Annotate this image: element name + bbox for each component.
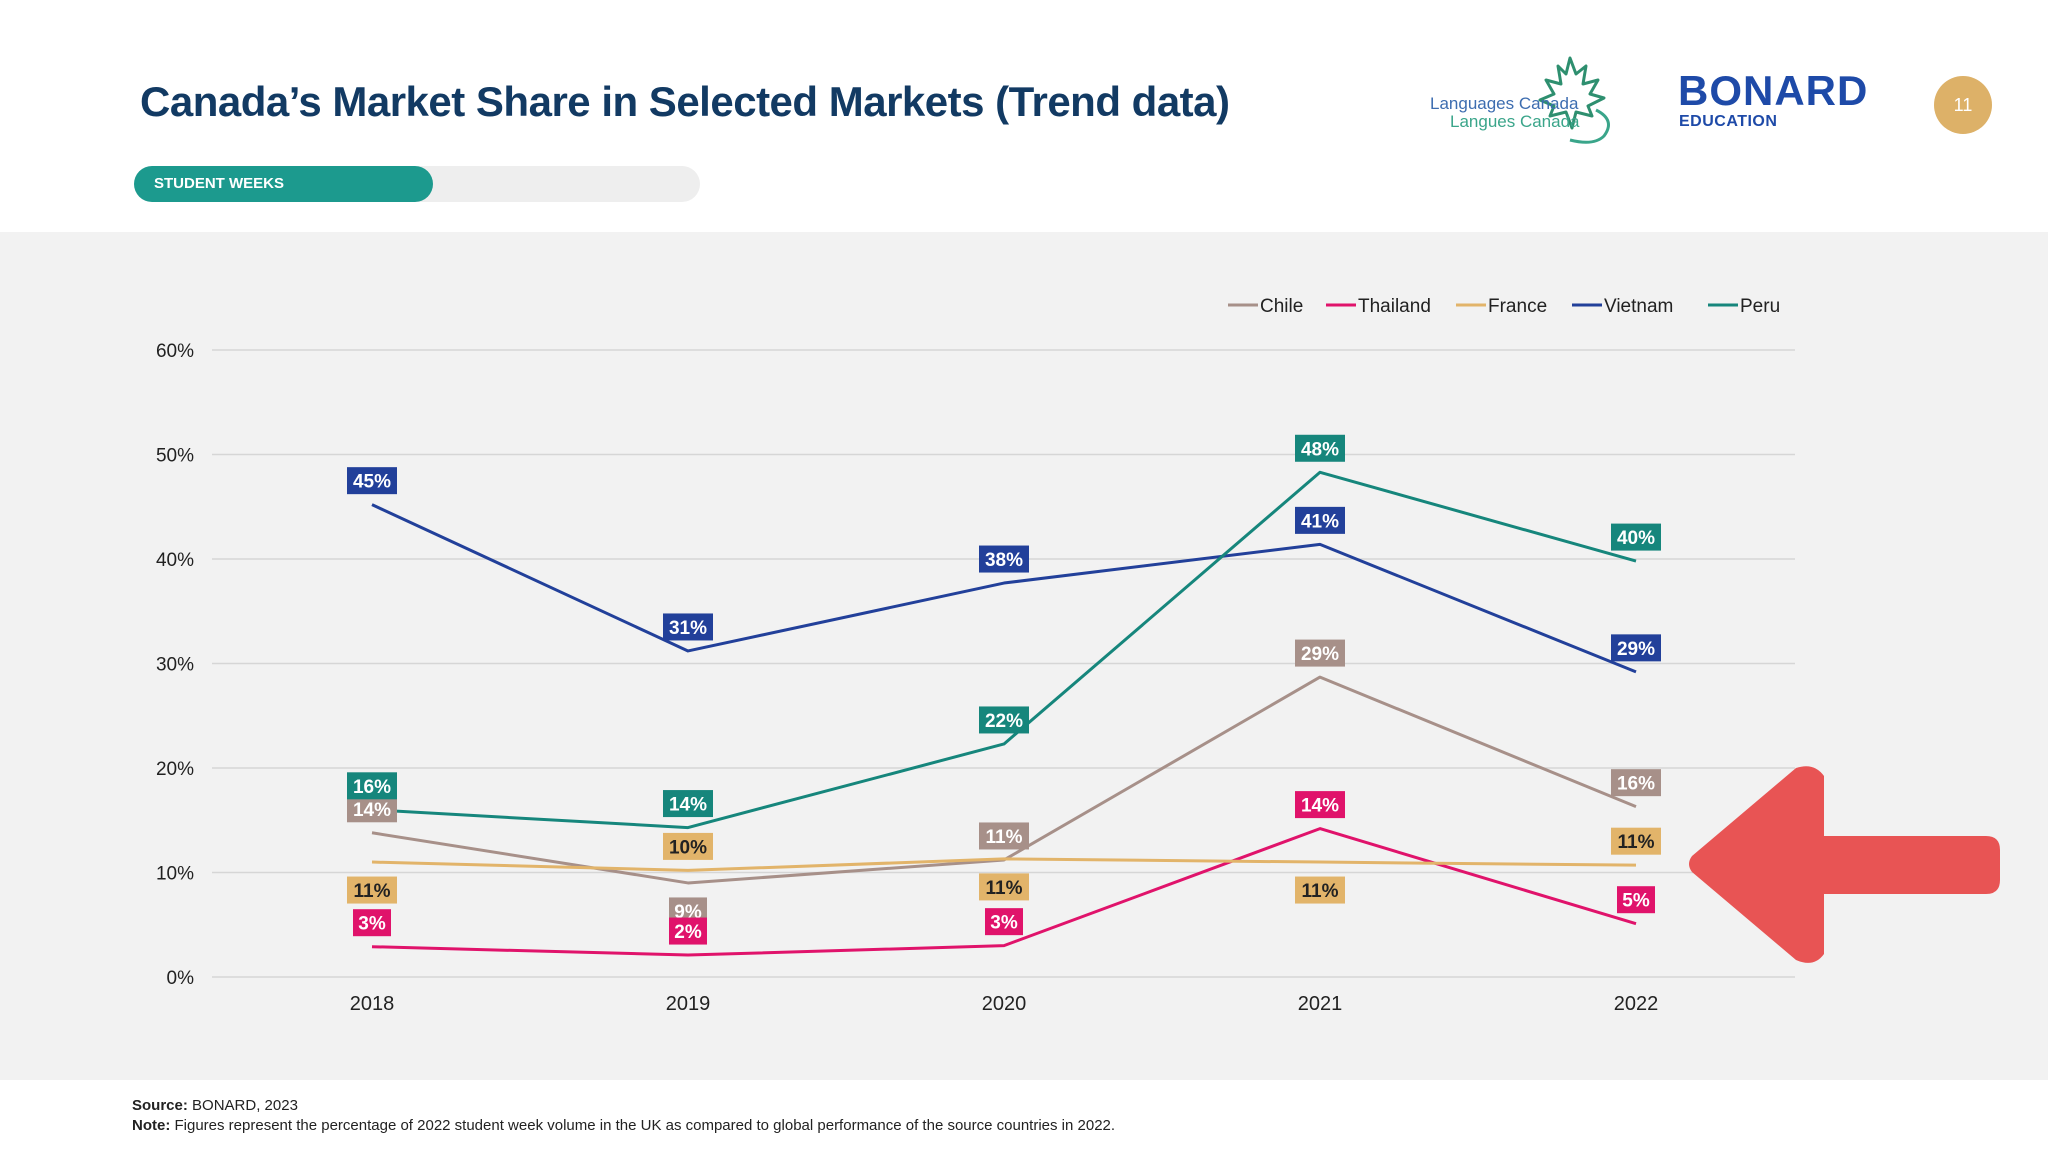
data-label: 14% (1301, 796, 1339, 817)
data-label: 22% (985, 711, 1023, 732)
data-label: 11% (1302, 881, 1339, 902)
x-tick-label: 2022 (1614, 993, 1659, 1015)
bonard-logo: BONARD (1678, 67, 1869, 114)
series-line-peru (371, 470, 1637, 830)
y-tick-label: 50% (156, 446, 194, 467)
y-tick-label: 30% (156, 655, 194, 676)
y-tick-label: 10% (156, 864, 194, 885)
data-label: 45% (353, 472, 391, 493)
data-label: 29% (1617, 639, 1655, 660)
data-label: 41% (1301, 511, 1339, 532)
data-label-box (1611, 769, 1661, 797)
data-label: 11% (1618, 832, 1655, 853)
data-label-box (1611, 634, 1661, 662)
data-label-box (1295, 639, 1345, 667)
data-label-box (1295, 506, 1345, 534)
data-label-box (1295, 791, 1345, 819)
data-label: 3% (358, 914, 386, 935)
legend-label-peru: Peru (1740, 296, 1780, 317)
data-label: 16% (353, 777, 391, 798)
x-tick-label: 2020 (982, 993, 1027, 1015)
data-label: 3% (990, 913, 1018, 934)
page-number-badge: 11 (1934, 76, 1992, 134)
data-label: 14% (669, 795, 707, 816)
page-title: Canada’s Market Share in Selected Market… (140, 78, 1230, 125)
data-label-box (979, 822, 1029, 850)
maple-leaf-icon (1538, 56, 1610, 144)
data-label: 5% (1622, 891, 1650, 912)
y-tick-label: 20% (156, 759, 194, 780)
data-label: 29% (1301, 644, 1339, 665)
data-label: 48% (1301, 439, 1339, 460)
data-label-box (985, 908, 1023, 936)
data-label: 11% (986, 827, 1023, 848)
data-label-box (1611, 523, 1661, 551)
x-tick-label: 2018 (350, 993, 395, 1015)
data-label-box (1617, 886, 1655, 914)
logo-text-french: Langues Canada (1450, 112, 1580, 131)
y-tick-label: 0% (167, 968, 195, 989)
data-label-box (347, 772, 397, 800)
logo-text-english: Languages Canada (1430, 94, 1579, 113)
legend-label-france: France (1488, 296, 1547, 317)
series-line-france (371, 857, 1637, 872)
data-label-box (669, 917, 707, 945)
data-label: 38% (985, 550, 1023, 571)
note-label: Note: (132, 1117, 171, 1134)
languages-canada-logo: Languages Canada Langues Canada (1420, 50, 1630, 150)
data-label-box (663, 613, 713, 641)
data-label: 16% (1617, 774, 1655, 795)
legend-label-vietnam: Vietnam (1604, 296, 1673, 317)
data-label: 11% (354, 881, 391, 902)
legend-label-chile: Chile (1260, 296, 1303, 317)
data-label-box (979, 545, 1029, 573)
data-label: 2% (674, 922, 702, 943)
data-label: 31% (669, 618, 707, 639)
data-label: 11% (986, 878, 1023, 899)
series-line-thailand (371, 827, 1637, 957)
data-label-box (347, 876, 397, 904)
data-label-box (979, 873, 1029, 901)
x-tick-label: 2021 (1298, 993, 1343, 1015)
data-label-box (353, 909, 391, 937)
source-line: Source: BONARD, 2023 (132, 1097, 298, 1114)
note-text: Figures represent the percentage of 2022… (170, 1117, 1116, 1134)
data-label-box (1295, 876, 1345, 904)
tab-student-weeks[interactable]: STUDENT WEEKS (134, 166, 433, 202)
data-label-box (1611, 827, 1661, 855)
y-tick-label: 40% (156, 550, 194, 571)
note-line: Note: Figures represent the percentage o… (132, 1117, 1115, 1134)
data-label-box (663, 832, 713, 860)
source-label: Source: (132, 1097, 188, 1114)
data-label: 10% (669, 837, 707, 858)
y-tick-label: 60% (156, 341, 194, 362)
data-label-box (1295, 434, 1345, 462)
legend-label-thailand: Thailand (1358, 296, 1431, 317)
data-label-box (979, 706, 1029, 734)
bonard-logo-subtitle: EDUCATION (1679, 113, 1778, 130)
data-label-box (347, 467, 397, 495)
series-line-vietnam (371, 503, 1637, 674)
left-arrow-icon (1689, 766, 2000, 963)
data-label-box (663, 790, 713, 818)
x-tick-label: 2019 (666, 993, 711, 1015)
data-label: 14% (353, 800, 391, 821)
data-label-box (347, 795, 397, 823)
data-label: 40% (1617, 528, 1655, 549)
source-text: BONARD, 2023 (187, 1097, 298, 1114)
